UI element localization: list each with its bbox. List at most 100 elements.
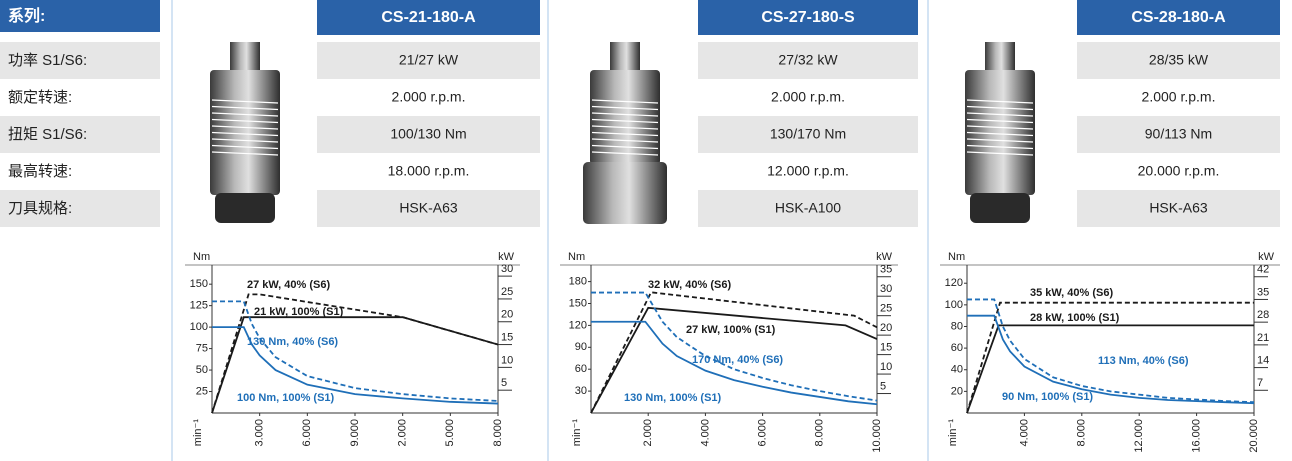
spindle-stripe [591, 138, 659, 143]
series-annotation: 27 kW, 100% (S1) [686, 324, 776, 336]
spec-label: 功率 S1/S6: [8, 52, 87, 69]
row-band [1077, 116, 1280, 153]
product-header [1077, 0, 1280, 35]
spindle-stripe [591, 125, 659, 130]
spindle-stripe [211, 118, 279, 124]
series-annotation: 21 kW, 100% (S1) [254, 306, 344, 318]
series-line [211, 316, 499, 414]
spec-label: 扭矩 S1/S6: [8, 126, 87, 143]
spindle-image [210, 42, 280, 223]
spindle-stripe [966, 112, 1034, 117]
series-annotation: 130 Nm, 40% (S6) [247, 336, 338, 348]
y2-tick-label: 5 [880, 380, 886, 392]
product-name: CS-27-180-S [761, 9, 855, 26]
spec-label: 额定转速: [8, 89, 72, 106]
series-annotation: 90 Nm, 100% (S1) [1002, 391, 1093, 403]
spindle-body [590, 70, 660, 165]
series-line [212, 326, 499, 405]
y-tick-label: 100 [190, 321, 208, 333]
row-band [0, 42, 160, 79]
row-band [317, 42, 540, 79]
product-header [698, 0, 918, 35]
spec-value: 27/32 kW [778, 52, 838, 68]
spindle-stripe [211, 138, 279, 143]
y2-axis-label: kW [876, 251, 893, 263]
y-axis-label: Nm [568, 251, 585, 263]
y-tick-label: 80 [951, 320, 963, 332]
y-tick-label: 120 [945, 277, 963, 289]
y-tick-label: 120 [569, 319, 587, 331]
series-line [591, 291, 878, 402]
row-band [0, 116, 160, 153]
x-tick-label: 6.000 [757, 419, 769, 447]
spindle-image [965, 42, 1035, 223]
y2-tick-label: 21 [1257, 332, 1269, 344]
x-tick-label: 9.000 [349, 419, 361, 447]
y-tick-label: 40 [951, 364, 963, 376]
spindle-collar [215, 193, 275, 223]
spec-value: HSK-A63 [399, 200, 458, 216]
y-tick-label: 100 [945, 299, 963, 311]
spec-value: 2.000 r.p.m. [771, 89, 845, 105]
x-tick-label: 20.000 [1248, 419, 1260, 453]
product-header [317, 0, 540, 35]
spec-value: HSK-A63 [1149, 200, 1208, 216]
series-annotation: 27 kW, 40% (S6) [247, 279, 330, 291]
series-annotation: 32 kW, 40% (S6) [648, 279, 731, 291]
y-tick-label: 125 [190, 300, 208, 312]
x-tick-label: 5.000 [444, 419, 456, 447]
spindle-stripe [966, 131, 1034, 137]
x-tick-label: 4.000 [699, 419, 711, 447]
spindle-thread [985, 42, 1015, 72]
y-tick-label: 60 [575, 363, 587, 375]
x-tick-label: 12.000 [1133, 419, 1145, 453]
y-tick-label: 150 [569, 297, 587, 309]
spindle-stripe [966, 151, 1034, 156]
y-tick-label: 50 [196, 364, 208, 376]
spindle-stripe [591, 131, 659, 137]
spindle-stripe [591, 99, 659, 104]
spindle-stripe [211, 125, 279, 130]
y2-axis-label: kW [1258, 251, 1275, 263]
row-band [0, 190, 160, 227]
spindle-stripe [966, 99, 1034, 104]
x-tick-label: 4.000 [1018, 419, 1030, 447]
row-band [1077, 42, 1280, 79]
y-tick-label: 60 [951, 342, 963, 354]
y-tick-label: 150 [190, 278, 208, 290]
series-annotation: 35 kW, 40% (S6) [1030, 287, 1113, 299]
spec-value: 90/113 Nm [1145, 126, 1212, 142]
spindle-stripe [211, 131, 279, 137]
y2-tick-label: 7 [1257, 377, 1263, 389]
x-tick-label: 2.000 [397, 419, 409, 447]
row-band [317, 190, 540, 227]
spindle-stripe [591, 151, 659, 156]
product-name: CS-21-180-A [381, 9, 476, 26]
y2-tick-label: 28 [1257, 309, 1269, 321]
series-line [591, 320, 878, 406]
spindle-thread [610, 42, 640, 72]
x-tick-label: 6.000 [301, 419, 313, 447]
y2-tick-label: 15 [501, 331, 513, 343]
y-tick-label: 25 [196, 385, 208, 397]
spindle-thread [230, 42, 260, 72]
spec-value: 28/35 kW [1149, 52, 1209, 68]
row-band [698, 190, 918, 227]
y2-tick-label: 35 [880, 264, 892, 276]
spec-value: 2.000 r.p.m. [392, 89, 466, 105]
series-line [967, 314, 1255, 405]
series-line [966, 301, 1254, 414]
x-axis-label: min⁻¹ [947, 419, 959, 447]
spec-value: HSK-A100 [775, 200, 841, 216]
spec-value: 20.000 r.p.m. [1138, 163, 1220, 179]
spindle-stripe [966, 105, 1034, 111]
series-annotation: 28 kW, 100% (S1) [1030, 312, 1120, 324]
y-axis-label: Nm [948, 251, 965, 263]
row-band [1077, 190, 1280, 227]
spindle-stripe [591, 105, 659, 111]
spindle-stripe [211, 112, 279, 117]
y2-tick-label: 20 [880, 322, 892, 334]
y2-tick-label: 10 [501, 354, 513, 366]
series-line [967, 298, 1255, 404]
spindle-stripe [966, 138, 1034, 143]
